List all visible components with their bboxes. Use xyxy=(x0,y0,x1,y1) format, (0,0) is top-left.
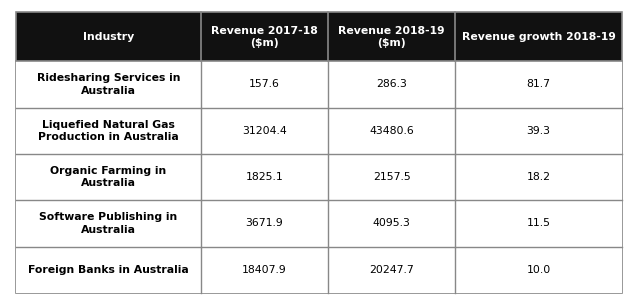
Text: Revenue growth 2018-19: Revenue growth 2018-19 xyxy=(462,32,616,42)
Text: 1825.1: 1825.1 xyxy=(246,172,283,182)
Text: Organic Farming in
Australia: Organic Farming in Australia xyxy=(50,166,167,188)
Text: Liquefied Natural Gas
Production in Australia: Liquefied Natural Gas Production in Aust… xyxy=(38,120,179,142)
Bar xyxy=(16,200,622,246)
Text: 20247.7: 20247.7 xyxy=(369,265,414,274)
Bar xyxy=(16,108,622,154)
Text: Revenue 2018-19
($m): Revenue 2018-19 ($m) xyxy=(338,26,445,48)
Text: 3671.9: 3671.9 xyxy=(246,218,283,228)
Bar xyxy=(16,61,622,108)
Text: 10.0: 10.0 xyxy=(526,265,551,274)
Bar xyxy=(16,12,622,61)
Bar xyxy=(16,154,622,200)
Text: 157.6: 157.6 xyxy=(249,80,280,89)
Text: 18.2: 18.2 xyxy=(527,172,551,182)
Text: 286.3: 286.3 xyxy=(376,80,407,89)
Bar xyxy=(16,246,622,293)
Text: 2157.5: 2157.5 xyxy=(373,172,411,182)
Text: 31204.4: 31204.4 xyxy=(242,126,287,136)
Text: Ridesharing Services in
Australia: Ridesharing Services in Australia xyxy=(36,73,180,96)
Text: 39.3: 39.3 xyxy=(527,126,551,136)
Text: 11.5: 11.5 xyxy=(527,218,551,228)
Text: Revenue 2017-18
($m): Revenue 2017-18 ($m) xyxy=(211,26,318,48)
Text: 4095.3: 4095.3 xyxy=(373,218,411,228)
Text: Foreign Banks in Australia: Foreign Banks in Australia xyxy=(28,265,189,274)
Text: Industry: Industry xyxy=(83,32,134,42)
Text: 18407.9: 18407.9 xyxy=(242,265,287,274)
Text: 43480.6: 43480.6 xyxy=(369,126,414,136)
Text: Software Publishing in
Australia: Software Publishing in Australia xyxy=(40,212,177,235)
Text: 81.7: 81.7 xyxy=(527,80,551,89)
